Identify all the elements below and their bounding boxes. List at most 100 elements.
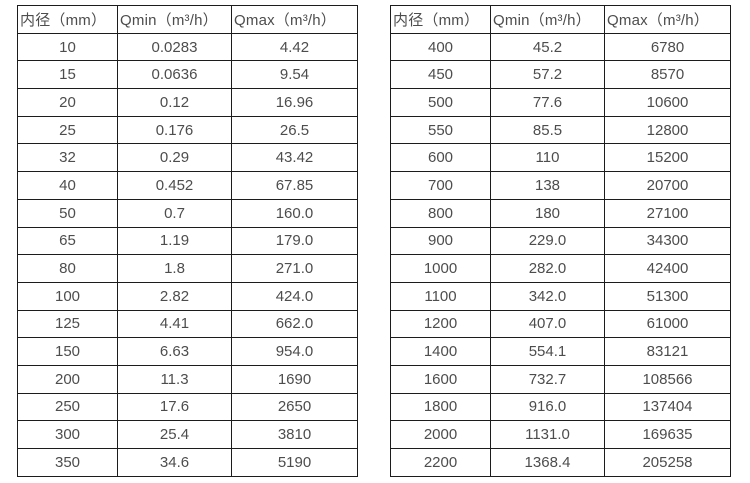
cell-qmin: 25.4 <box>117 420 232 449</box>
cell-qmax: 3810 <box>231 420 358 449</box>
table-row: 2000 1131.0 169635 <box>390 420 731 449</box>
table-row: 65 1.19 179.0 <box>17 226 358 256</box>
cell-qmax: 20700 <box>604 171 731 200</box>
cell-qmax: 160.0 <box>231 198 358 228</box>
cell-inner-diameter: 1000 <box>390 254 491 283</box>
table-row: 300 25.4 3810 <box>17 420 358 449</box>
table-row: 10 0.0283 4.42 <box>17 32 358 62</box>
table-row: 15 0.0636 9.54 <box>17 60 358 90</box>
cell-qmin: 407.0 <box>490 309 605 339</box>
table-row: 1400 554.1 83121 <box>390 337 731 366</box>
cell-inner-diameter: 600 <box>390 143 491 173</box>
header-qmax: Qmax（m³/h） <box>604 5 731 34</box>
cell-qmin: 180 <box>490 198 605 228</box>
cell-inner-diameter: 800 <box>390 198 491 228</box>
header-row: 内径（mm） Qmin（m³/h） Qmax（m³/h） <box>390 5 731 34</box>
cell-qmax: 26.5 <box>231 115 358 145</box>
cell-qmin: 0.0636 <box>117 60 232 90</box>
cell-qmin: 342.0 <box>490 281 605 311</box>
table-row: 450 57.2 8570 <box>390 60 731 90</box>
cell-qmax: 16.96 <box>231 88 358 117</box>
table-row: 1200 407.0 61000 <box>390 309 731 339</box>
cell-inner-diameter: 1800 <box>390 392 491 422</box>
cell-qmin: 1.19 <box>117 226 232 256</box>
cell-qmax: 9.54 <box>231 60 358 90</box>
table-row: 20 0.12 16.96 <box>17 88 358 117</box>
cell-inner-diameter: 150 <box>17 337 118 366</box>
cell-qmin: 0.452 <box>117 171 232 200</box>
table-row: 50 0.7 160.0 <box>17 198 358 228</box>
cell-qmin: 229.0 <box>490 226 605 256</box>
cell-inner-diameter: 32 <box>17 143 118 173</box>
cell-qmin: 57.2 <box>490 60 605 90</box>
cell-qmin: 45.2 <box>490 32 605 62</box>
cell-qmin: 4.41 <box>117 309 232 339</box>
cell-qmin: 1368.4 <box>490 448 605 477</box>
cell-inner-diameter: 250 <box>17 392 118 422</box>
header-qmin: Qmin（m³/h） <box>490 5 605 34</box>
cell-qmax: 137404 <box>604 392 731 422</box>
cell-inner-diameter: 65 <box>17 226 118 256</box>
table-row: 350 34.6 5190 <box>17 448 358 477</box>
cell-qmax: 424.0 <box>231 281 358 311</box>
cell-qmin: 17.6 <box>117 392 232 422</box>
cell-inner-diameter: 200 <box>17 364 118 394</box>
table-row: 250 17.6 2650 <box>17 392 358 422</box>
cell-qmax: 954.0 <box>231 337 358 366</box>
cell-qmin: 138 <box>490 171 605 200</box>
cell-inner-diameter: 1100 <box>390 281 491 311</box>
cell-inner-diameter: 100 <box>17 281 118 311</box>
header-inner-diameter: 内径（mm） <box>390 5 491 34</box>
cell-inner-diameter: 550 <box>390 115 491 145</box>
cell-qmin: 282.0 <box>490 254 605 283</box>
cell-qmin: 0.29 <box>117 143 232 173</box>
cell-qmax: 42400 <box>604 254 731 283</box>
cell-inner-diameter: 1400 <box>390 337 491 366</box>
header-qmax: Qmax（m³/h） <box>231 5 358 34</box>
table-row: 25 0.176 26.5 <box>17 115 358 145</box>
cell-qmax: 108566 <box>604 364 731 394</box>
cell-qmin: 34.6 <box>117 448 232 477</box>
table-row: 2200 1368.4 205258 <box>390 448 731 477</box>
cell-inner-diameter: 400 <box>390 32 491 62</box>
table-row: 125 4.41 662.0 <box>17 309 358 339</box>
cell-qmax: 34300 <box>604 226 731 256</box>
cell-qmax: 2650 <box>231 392 358 422</box>
cell-inner-diameter: 500 <box>390 88 491 117</box>
table-row: 600 110 15200 <box>390 143 731 173</box>
table-row: 1100 342.0 51300 <box>390 281 731 311</box>
cell-inner-diameter: 700 <box>390 171 491 200</box>
table-row: 900 229.0 34300 <box>390 226 731 256</box>
cell-inner-diameter: 125 <box>17 309 118 339</box>
cell-qmax: 271.0 <box>231 254 358 283</box>
cell-qmax: 15200 <box>604 143 731 173</box>
cell-qmin: 0.7 <box>117 198 232 228</box>
cell-qmax: 43.42 <box>231 143 358 173</box>
cell-qmax: 4.42 <box>231 32 358 62</box>
cell-qmin: 85.5 <box>490 115 605 145</box>
table-row: 100 2.82 424.0 <box>17 281 358 311</box>
table-row: 500 77.6 10600 <box>390 88 731 117</box>
cell-qmax: 67.85 <box>231 171 358 200</box>
table-row: 550 85.5 12800 <box>390 115 731 145</box>
cell-qmax: 5190 <box>231 448 358 477</box>
flow-table-left: 内径（mm） Qmin（m³/h） Qmax（m³/h） 10 0.0283 4.4… <box>17 5 358 477</box>
table-row: 700 138 20700 <box>390 171 731 200</box>
table-row: 1800 916.0 137404 <box>390 392 731 422</box>
cell-qmax: 8570 <box>604 60 731 90</box>
cell-qmin: 554.1 <box>490 337 605 366</box>
cell-qmax: 27100 <box>604 198 731 228</box>
cell-inner-diameter: 450 <box>390 60 491 90</box>
cell-qmax: 6780 <box>604 32 731 62</box>
cell-inner-diameter: 20 <box>17 88 118 117</box>
cell-inner-diameter: 2000 <box>390 420 491 449</box>
cell-qmin: 2.82 <box>117 281 232 311</box>
table-row: 40 0.452 67.85 <box>17 171 358 200</box>
cell-inner-diameter: 1600 <box>390 364 491 394</box>
cell-qmax: 12800 <box>604 115 731 145</box>
cell-inner-diameter: 15 <box>17 60 118 90</box>
cell-qmax: 179.0 <box>231 226 358 256</box>
header-row: 内径（mm） Qmin（m³/h） Qmax（m³/h） <box>17 5 358 34</box>
cell-qmin: 0.12 <box>117 88 232 117</box>
